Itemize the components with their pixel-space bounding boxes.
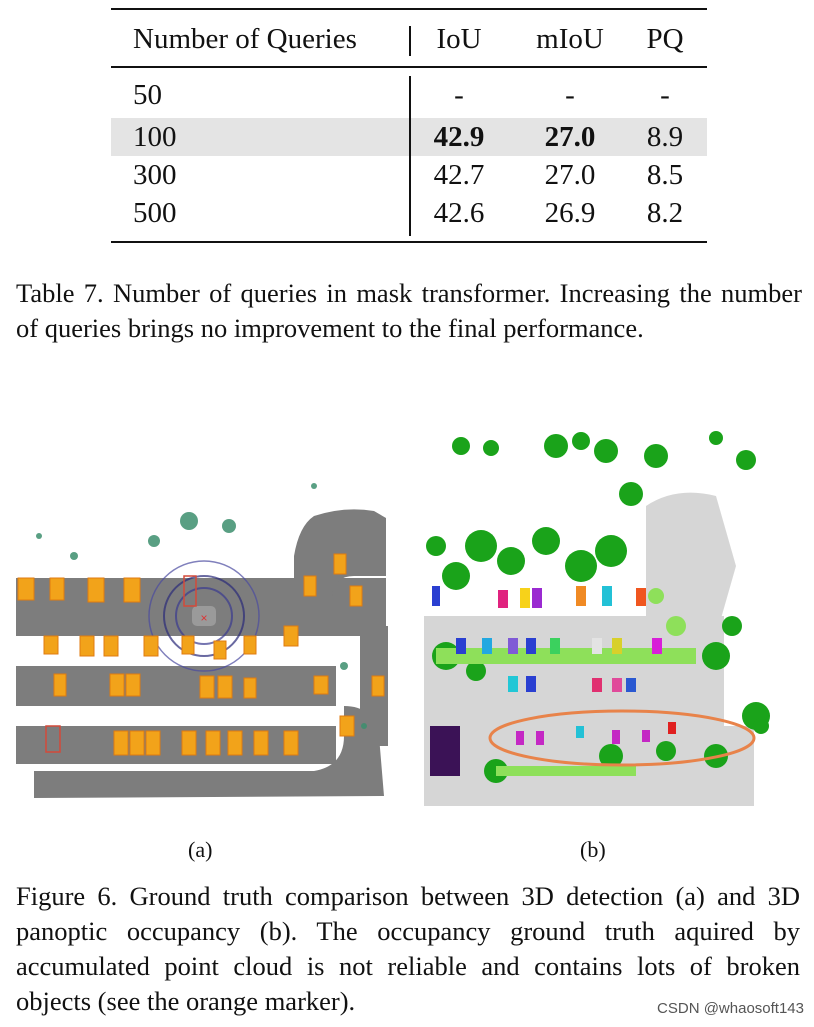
header-queries: Number of Queries (133, 23, 357, 55)
low-vegetation (436, 588, 696, 776)
header-pq: PQ (646, 23, 684, 55)
row-100-pq: 8.9 (646, 121, 684, 153)
row-500-pq: 8.2 (646, 197, 684, 229)
vegetation (426, 431, 770, 783)
row-50-queries: 50 (133, 79, 162, 111)
ego-vehicle (192, 606, 216, 626)
row-50-iou: - (454, 79, 464, 111)
occupancy-image (416, 426, 776, 811)
figure-panel-a: × (14, 426, 396, 811)
svg-text:×: × (200, 611, 207, 625)
road-surface (16, 509, 388, 798)
table-bottom-rule (111, 241, 707, 243)
row-500-queries: 500 (133, 197, 177, 229)
table-top-rule (111, 8, 707, 10)
row-50-miou: - (565, 79, 575, 111)
row-500-miou: 26.9 (544, 197, 596, 229)
header-iou: IoU (436, 23, 482, 55)
row-100-miou: 27.0 (544, 121, 596, 153)
row-300-iou: 42.7 (433, 159, 485, 191)
column-separator (409, 76, 411, 236)
row-300-miou: 27.0 (544, 159, 596, 191)
figure-panel-b (416, 426, 776, 811)
row-300-pq: 8.5 (646, 159, 684, 191)
table-header-rule (111, 66, 707, 68)
row-100-iou: 42.9 (433, 121, 485, 153)
results-table: Number of Queries IoU mIoU PQ 50 - - - 1… (111, 8, 707, 244)
detection-boxes (17, 553, 385, 756)
row-300-queries: 300 (133, 159, 177, 191)
figure-caption: Figure 6. Ground truth comparison betwee… (16, 881, 800, 1016)
row-50-pq: - (660, 79, 670, 111)
detection-bev-image: × (14, 426, 396, 811)
column-separator (409, 26, 411, 56)
table-caption: Table 7. Number of queries in mask trans… (16, 278, 802, 343)
panel-a-label: (a) (188, 837, 213, 862)
panoptic-instances (430, 586, 676, 776)
panel-b-label: (b) (580, 837, 606, 862)
watermark: CSDN @whaosoft143 (657, 1000, 804, 1017)
orange-marker (488, 709, 756, 767)
row-500-iou: 42.6 (433, 197, 485, 229)
header-miou: mIoU (536, 23, 604, 55)
row-100-queries: 100 (133, 121, 177, 153)
